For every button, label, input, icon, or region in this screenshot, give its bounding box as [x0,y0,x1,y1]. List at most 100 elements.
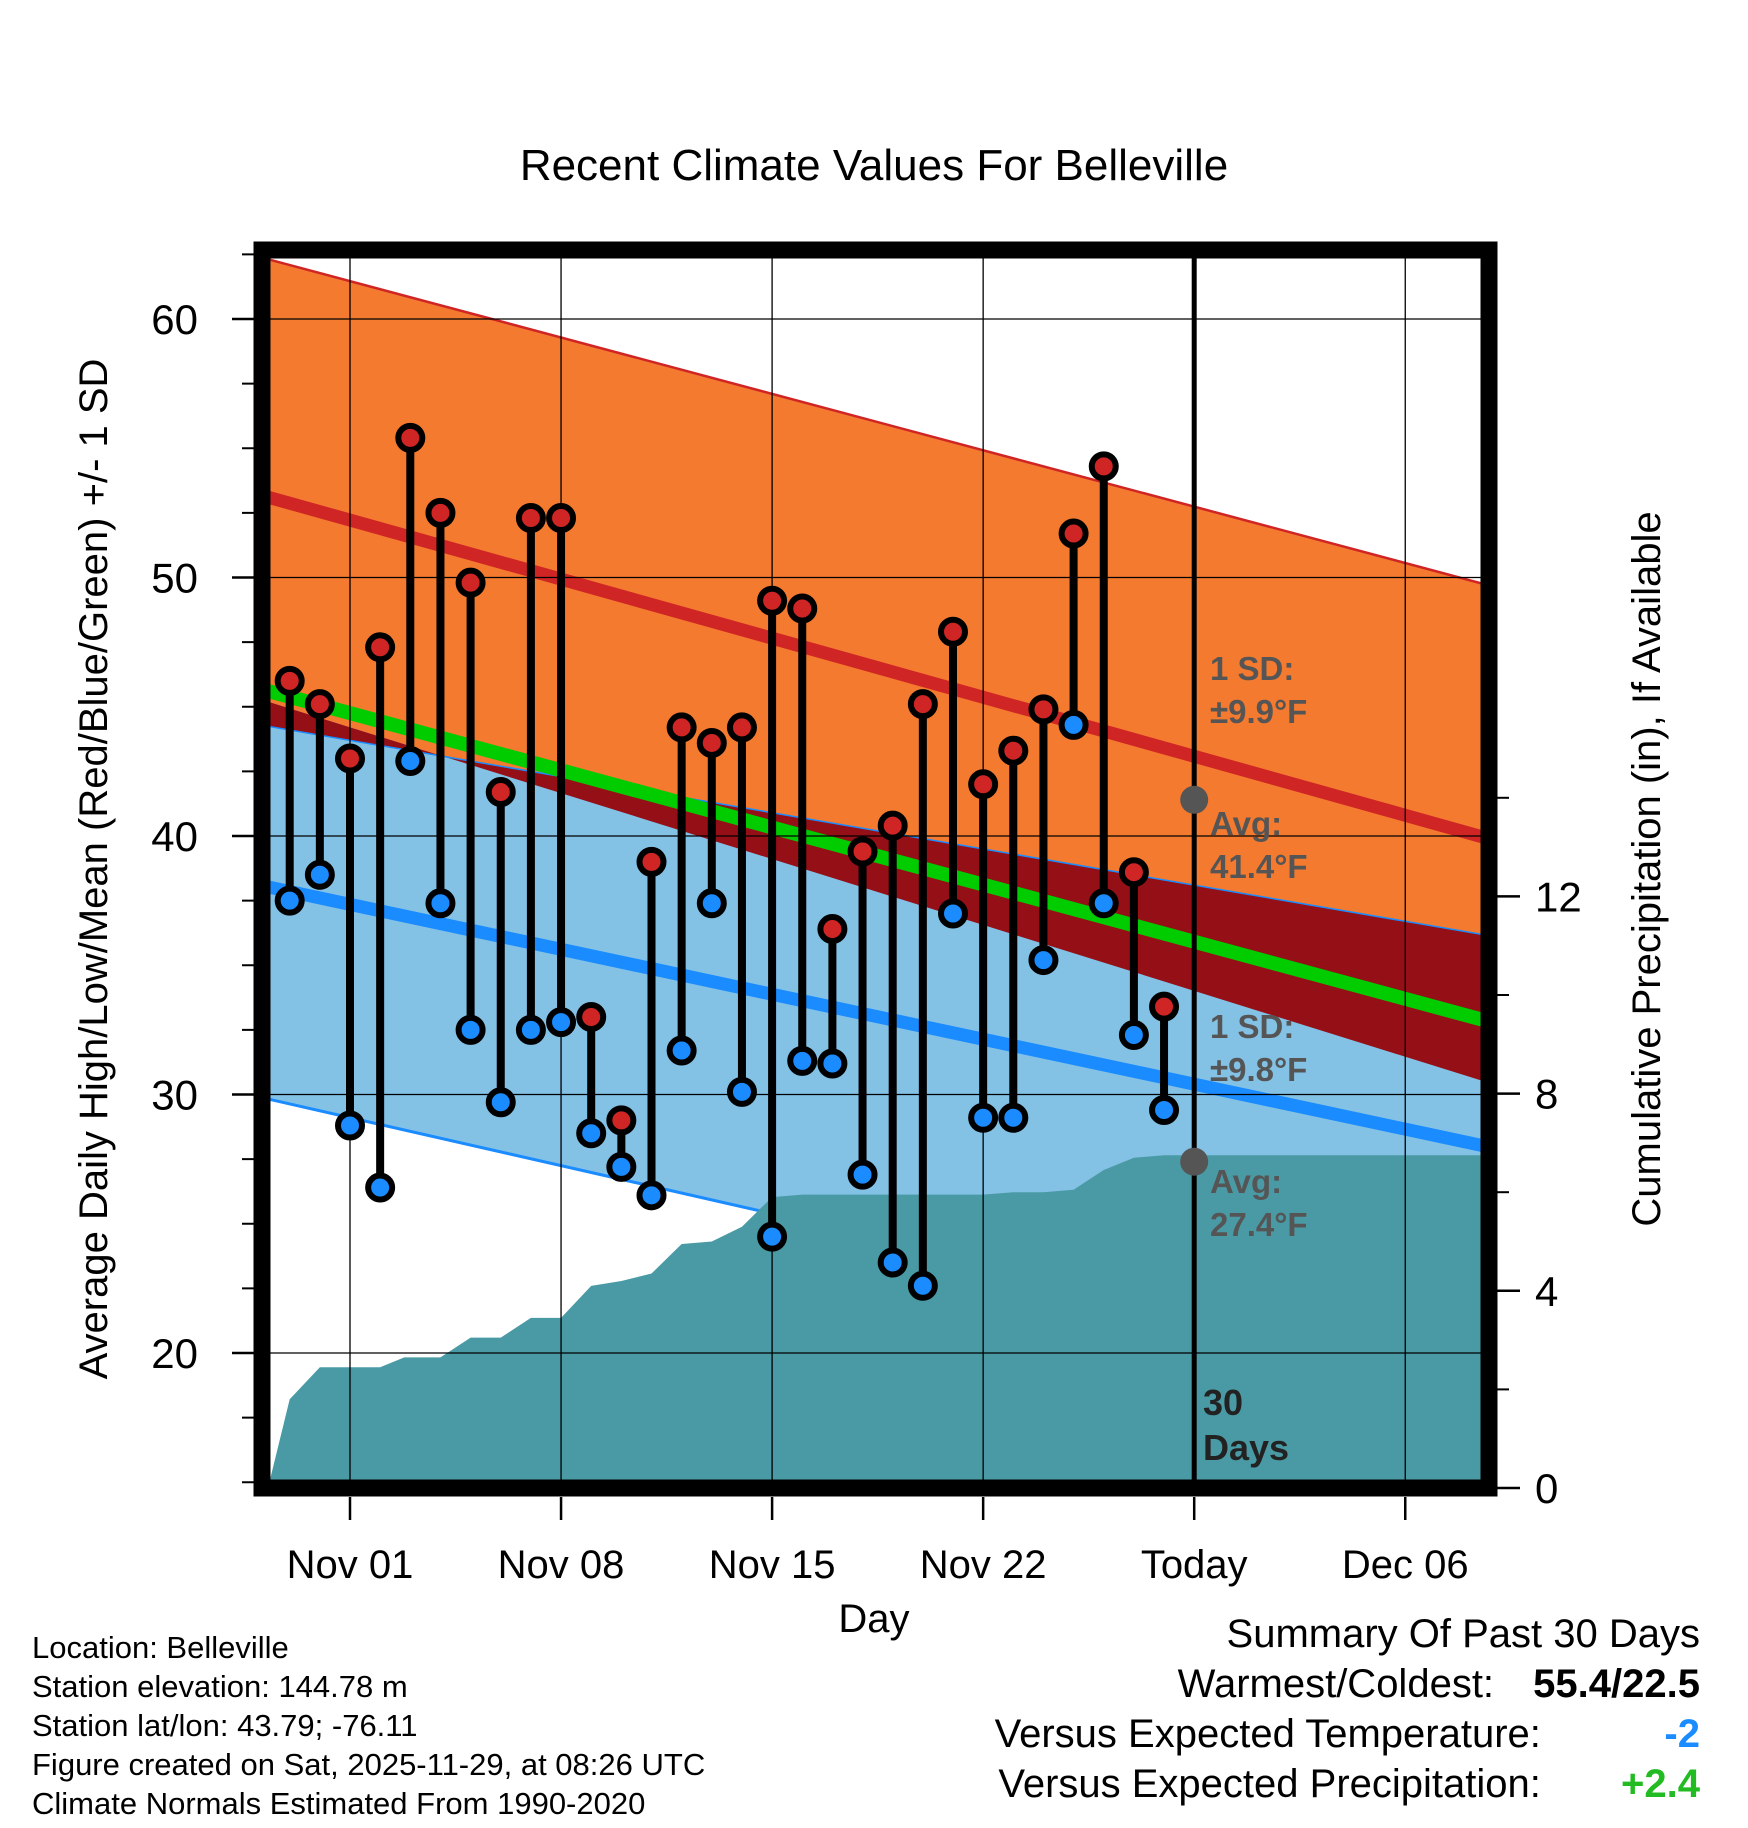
y-tick-label: 30 [151,1072,198,1119]
daily-high-point [726,712,757,743]
daily-high-point [455,567,486,598]
daily-high-point [938,616,968,647]
daily-low-point [696,888,727,919]
daily-high-point [847,836,878,867]
daily-low-point [817,1048,848,1079]
y2-axis-title: Cumulative Precipitation (in), If Availa… [1625,511,1669,1226]
daily-high-point [515,503,546,534]
days-label-text: Days [1203,1427,1289,1468]
elevation-text: Station elevation: 144.78 m [32,1669,408,1704]
daily-low-point [757,1221,788,1252]
daily-low-point [455,1014,486,1045]
daily-high-point [425,497,456,528]
y2-tick-label: 4 [1535,1268,1558,1315]
daily-low-point [998,1102,1029,1133]
daily-high-point [666,712,697,743]
summary-title: Summary Of Past 30 Days [1226,1612,1700,1656]
daily-high-point [757,585,788,616]
daily-low-point [907,1270,938,1301]
precip-area [268,1155,1489,1488]
daily-low-point [1088,888,1119,919]
daily-high-point [998,735,1029,766]
daily-high-point [274,665,305,696]
daily-high-point [1149,991,1180,1022]
x-tick-label: Nov 22 [920,1543,1047,1587]
y-tick-label: 40 [151,813,198,860]
daily-high-point [395,422,426,453]
overlap-band [262,699,1489,1083]
daily-low-point [847,1159,878,1190]
daily-low-point [968,1102,999,1133]
daily-low-point [425,888,456,919]
x-tick-label: Nov 15 [709,1543,836,1587]
y2-tick-label: 8 [1535,1071,1558,1118]
low-avg-label: Avg: [1210,1163,1282,1200]
station-info: Location: Belleville Station elevation: … [32,1628,705,1823]
daily-high-point [576,1001,607,1032]
y-tick-label: 20 [151,1330,198,1377]
x-tick-label: Dec 06 [1342,1543,1469,1587]
plot-area: 1 SD: ±9.9°F Avg: 41.4°F 1 SD: ±9.8°F Avg: 27.4… [262,250,1489,1488]
daily-low-point [606,1151,637,1182]
daily-low-point [877,1247,908,1278]
daily-low-point [335,1110,365,1141]
latlon-text: Station lat/lon: 43.79; -76.11 [32,1708,418,1743]
daily-high-point [1088,451,1119,482]
chart-title: Recent Climate Values For Belleville [520,141,1228,190]
precip-vs-expected-value: +2.4 [1621,1762,1700,1806]
warm-cold-value: 55.4/22.5 [1533,1662,1700,1706]
daily-low-point [546,1007,577,1038]
high-avg-line [262,488,1489,846]
daily-low-point [576,1118,607,1149]
daily-high-point [968,769,999,800]
daily-low-point [485,1087,516,1118]
temp-vs-expected-label: Versus Expected Temperature: [994,1712,1541,1756]
daily-low-point [636,1180,667,1211]
daily-low-point [395,746,426,777]
today-low-avg-marker [1180,1147,1209,1176]
summary-precip-row: Versus Expected Precipitation: +2.4 [998,1762,1700,1807]
daily-low-point [726,1076,757,1107]
low-sd-label: 1 SD: [1210,1008,1294,1045]
y2-tick-label: 12 [1535,873,1582,920]
y2-tick-label: 0 [1535,1465,1558,1512]
daily-high-point [1058,518,1089,549]
created-text: Figure created on Sat, 2025-11-29, at 08… [32,1747,706,1782]
high-upper-line [262,256,1489,587]
high-sd-value: ±9.9°F [1210,693,1307,730]
daily-high-point [877,810,908,841]
low-avg-value: 27.4°F [1210,1206,1308,1243]
daily-low-point [515,1014,546,1045]
low-upper-line [262,724,1489,937]
x-tick-label: Nov 08 [498,1543,625,1587]
mean-avg-line [262,682,1489,1029]
high-avg-value: 41.4°F [1210,848,1308,885]
daily-low-point [1118,1020,1149,1051]
daily-low-point [365,1172,396,1203]
summary-panel: Summary Of Past 30 Days Warmest/Coldest:… [900,1612,1748,1828]
daily-high-point [907,689,938,720]
daily-high-point [817,914,848,945]
x-tick-label: Today [1141,1543,1248,1587]
daily-high-point [304,689,335,720]
daily-low-point [274,885,305,916]
normals-text: Climate Normals Estimated From 1990-2020 [32,1786,646,1821]
x-tick-label: Nov 01 [287,1543,414,1587]
temp-vs-expected-value: -2 [1664,1712,1700,1756]
location-text: Location: Belleville [32,1630,289,1665]
daily-high-point [485,777,516,808]
daily-high-point [606,1105,637,1136]
plot-frame [253,241,1498,1497]
y-axis-title: Average Daily High/Low/Mean (Red/Blue/Gr… [72,359,116,1380]
daily-high-point [696,727,727,758]
x-axis-title: Day [838,1597,909,1641]
daily-high-point [546,503,577,534]
high-avg-label: Avg: [1210,805,1282,842]
daily-high-point [787,593,818,624]
warm-cold-label: Warmest/Coldest: [1177,1662,1495,1706]
low-sd-value: ±9.8°F [1210,1051,1307,1088]
y-tick-label: 50 [151,555,198,602]
daily-low-point [666,1035,697,1066]
daily-high-point [1118,857,1149,888]
